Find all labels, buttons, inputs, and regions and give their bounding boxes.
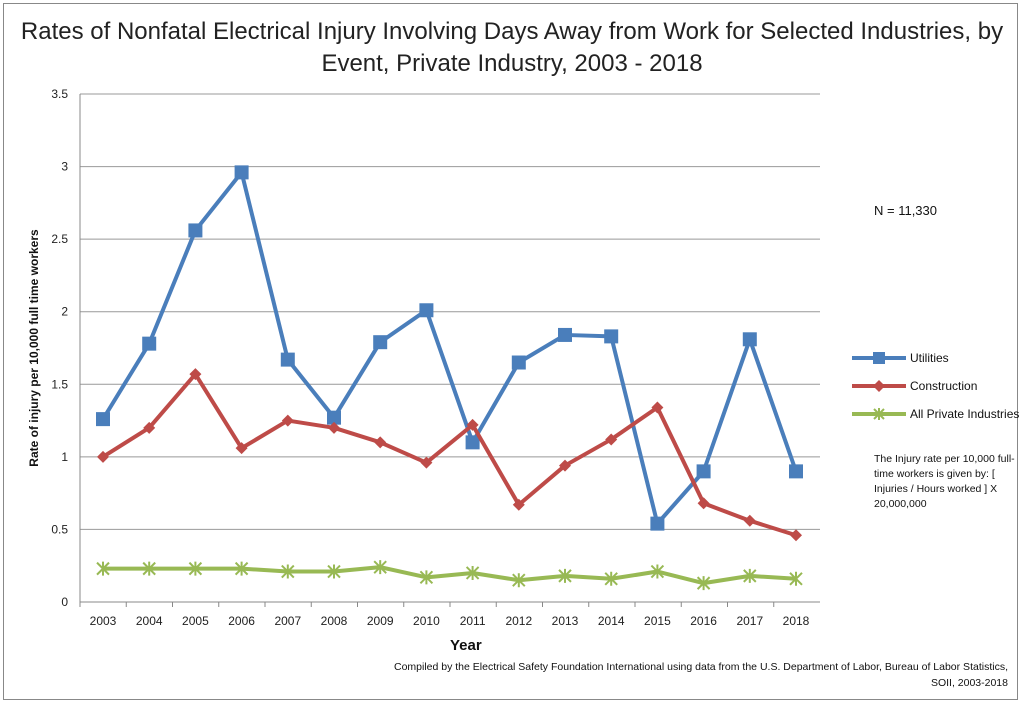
y-axis-label: Rate of injury per 10,000 full time work… (27, 229, 41, 467)
data-point (143, 421, 156, 434)
data-point (142, 561, 156, 576)
data-point (558, 568, 572, 583)
data-point (189, 368, 202, 381)
x-axis-label: Year (450, 637, 482, 654)
data-point (373, 335, 388, 350)
source-note: Compiled by the Electrical Safety Founda… (393, 661, 1008, 689)
x-tick-label: 2004 (136, 614, 163, 628)
x-tick-label: 2006 (228, 614, 255, 628)
legend-label: All Private Industries (910, 407, 1020, 421)
data-point (328, 421, 340, 434)
legend-marker-all-private (852, 408, 906, 420)
x-tick-label: 2008 (321, 614, 348, 628)
x-tick-label: 2012 (505, 614, 532, 628)
data-point (420, 456, 433, 469)
chart-title: Rates of Nonfatal Electrical Injury Invo… (20, 18, 1004, 77)
data-point (235, 442, 248, 455)
data-point (188, 223, 203, 238)
data-point (651, 401, 664, 414)
data-point (419, 570, 434, 585)
data-point (281, 414, 294, 427)
data-point (280, 352, 295, 367)
data-point (374, 436, 387, 449)
data-point (604, 329, 619, 344)
x-tick-label: 2010 (413, 614, 440, 628)
data-point (96, 561, 110, 576)
x-tick-label: 2005 (182, 614, 209, 628)
data-point (743, 514, 756, 527)
x-tick-label: 2016 (690, 614, 717, 628)
y-tick-label: 0 (61, 595, 68, 609)
x-tick-label: 2007 (274, 614, 301, 628)
data-point (696, 464, 711, 479)
y-tick-label: 3.5 (51, 87, 68, 101)
y-tick-label: 0.5 (51, 522, 68, 536)
data-point (419, 303, 434, 318)
y-tick-label: 1.5 (51, 377, 68, 391)
data-point (650, 564, 665, 579)
data-point (604, 571, 618, 586)
x-tick-label: 2018 (783, 614, 810, 628)
data-point (789, 571, 803, 586)
data-point (605, 433, 618, 446)
data-point (234, 561, 249, 576)
data-point (142, 336, 157, 351)
x-tick-label: 2009 (367, 614, 394, 628)
data-point (743, 568, 757, 583)
data-point (742, 332, 757, 347)
data-point (188, 561, 203, 576)
data-point (696, 576, 711, 591)
data-point (466, 418, 479, 431)
y-tick-label: 3 (61, 160, 68, 174)
data-point (327, 564, 341, 579)
data-point (512, 573, 526, 588)
data-point (789, 464, 803, 479)
x-tick-label: 2015 (644, 614, 671, 628)
data-point (697, 497, 710, 510)
legend-marker-utilities (852, 352, 906, 364)
data-point (234, 165, 249, 180)
data-point (559, 459, 571, 472)
x-tick-label: 2013 (552, 614, 579, 628)
legend-item-construction: Construction (852, 372, 1019, 400)
data-point (97, 450, 109, 463)
y-tick-label: 2.5 (51, 232, 68, 246)
sample-size-annotation: N = 11,330 (874, 203, 938, 218)
legend-item-utilities: Utilities (852, 344, 1019, 372)
legend-item-all-private: All Private Industries (852, 400, 1019, 428)
data-point (465, 435, 480, 450)
x-tick-label: 2003 (90, 614, 117, 628)
data-point (96, 412, 110, 427)
x-tick-label: 2014 (598, 614, 625, 628)
chart-frame (3, 3, 1018, 700)
data-point (327, 410, 341, 425)
data-point (558, 327, 572, 342)
data-point (465, 565, 480, 580)
series-line-all-private-industries (103, 565, 797, 586)
data-point (650, 516, 665, 531)
legend-label: Construction (910, 379, 978, 393)
data-point (373, 560, 387, 575)
series-line-construction (101, 372, 797, 538)
y-tick-label: 2 (61, 305, 68, 319)
data-point (512, 498, 525, 511)
legend: Utilities Construction All Private Indus… (852, 344, 1019, 428)
data-point (511, 355, 526, 370)
y-tick-label: 1 (61, 450, 68, 464)
legend-marker-construction (852, 380, 906, 392)
series-line-utilities (101, 170, 798, 526)
x-tick-label: 2011 (460, 614, 486, 628)
x-tick-label: 2017 (736, 614, 763, 628)
data-point (790, 529, 802, 542)
formula-note: The Injury rate per 10,000 full-time wor… (874, 453, 1015, 510)
legend-label: Utilities (910, 351, 949, 365)
data-point (281, 564, 295, 579)
